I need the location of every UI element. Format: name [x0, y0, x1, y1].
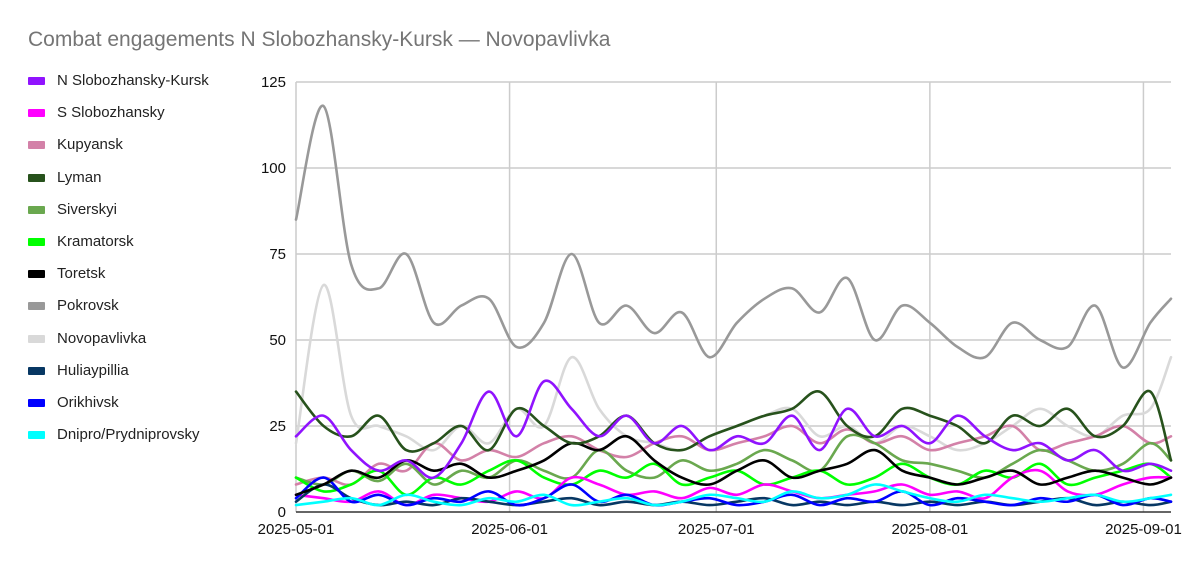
- series-line-siverskyi: [294, 433, 1173, 486]
- series-line-lyman: [294, 389, 1173, 462]
- legend-label: S Slobozhansky: [57, 104, 165, 122]
- legend-label: Kupyansk: [57, 136, 123, 154]
- legend-label: Kramatorsk: [57, 233, 134, 250]
- legend-swatch: [28, 173, 45, 182]
- legend-swatch: [28, 205, 45, 214]
- y-tick-label: 100: [261, 160, 286, 177]
- legend-label: Siverskyi: [57, 200, 118, 218]
- legend-label: Lyman: [57, 168, 102, 186]
- legend-swatch: [28, 77, 45, 85]
- chart-title: Combat engagements N Slobozhansky-Kursk …: [28, 28, 611, 51]
- x-tick-label: 2025-08-01: [891, 521, 968, 538]
- legend-swatch: [28, 399, 45, 407]
- x-tick-label: 2025-05-01: [258, 521, 335, 538]
- legend-label: N Slobozhansky-Kursk: [57, 72, 209, 89]
- legend-label: Huliaypillia: [57, 361, 129, 379]
- legend-swatch: [28, 431, 45, 440]
- legend-label: Dnipro/Prydniprovsky: [57, 426, 200, 444]
- y-tick-label: 50: [269, 332, 286, 349]
- series-line-pokrovsk: [294, 104, 1173, 369]
- legend-swatch: [28, 270, 45, 279]
- series-line-orikhivsk: [294, 476, 1173, 507]
- y-tick-label: 75: [269, 246, 286, 263]
- x-tick-label: 2025-06-01: [471, 521, 548, 538]
- legend-swatch: [28, 366, 45, 375]
- legend-swatch: [28, 238, 45, 246]
- legend-label: Orikhivsk: [57, 394, 119, 411]
- legend-swatch: [28, 109, 45, 118]
- legend-swatch: [28, 334, 45, 343]
- legend-label: Novopavlivka: [57, 329, 147, 347]
- y-tick-label: 125: [261, 74, 286, 91]
- y-tick-label: 25: [269, 418, 286, 435]
- legend-swatch: [28, 302, 45, 311]
- series-line-dnipro-prydniprovsky: [294, 483, 1173, 507]
- legend-label: Toretsk: [57, 265, 106, 283]
- series-line-toretsk: [294, 434, 1173, 497]
- series-line-n-slobozhansky-kursk: [294, 379, 1173, 480]
- x-tick-label: 2025-09-01: [1105, 521, 1182, 538]
- series-line-s-slobozhansky: [294, 468, 1173, 507]
- x-tick-label: 2025-07-01: [678, 521, 755, 538]
- y-tick-label: 0: [278, 504, 286, 521]
- legend-label: Pokrovsk: [57, 297, 119, 315]
- legend-swatch: [28, 141, 45, 150]
